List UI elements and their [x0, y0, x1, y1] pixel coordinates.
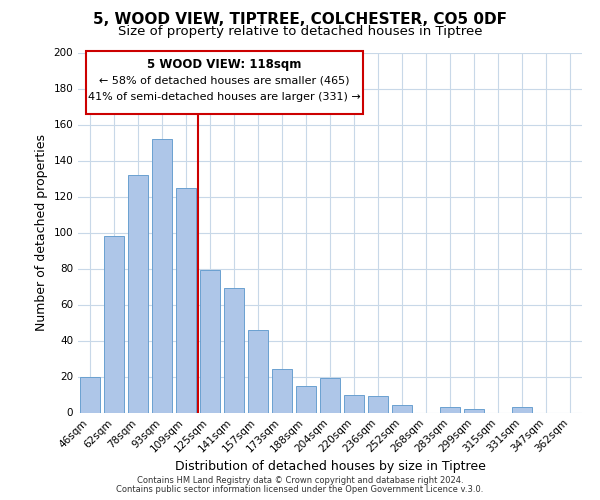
Bar [152, 139, 172, 412]
Bar [176, 188, 196, 412]
Text: Contains HM Land Registry data © Crown copyright and database right 2024.: Contains HM Land Registry data © Crown c… [137, 476, 463, 485]
Bar [80, 376, 100, 412]
Bar [200, 270, 220, 412]
Bar [464, 409, 484, 412]
Bar [320, 378, 340, 412]
Text: 41% of semi-detached houses are larger (331) →: 41% of semi-detached houses are larger (… [88, 92, 361, 102]
Bar [104, 236, 124, 412]
Bar [344, 394, 364, 412]
Bar [368, 396, 388, 412]
Y-axis label: Number of detached properties: Number of detached properties [35, 134, 48, 331]
Text: Size of property relative to detached houses in Tiptree: Size of property relative to detached ho… [118, 25, 482, 38]
Bar [512, 407, 532, 412]
Bar [128, 175, 148, 412]
Bar [272, 370, 292, 412]
Text: Contains public sector information licensed under the Open Government Licence v.: Contains public sector information licen… [116, 485, 484, 494]
Text: 5 WOOD VIEW: 118sqm: 5 WOOD VIEW: 118sqm [147, 58, 301, 71]
Bar [440, 407, 460, 412]
Text: ← 58% of detached houses are smaller (465): ← 58% of detached houses are smaller (46… [99, 76, 349, 86]
X-axis label: Distribution of detached houses by size in Tiptree: Distribution of detached houses by size … [175, 460, 485, 473]
Bar [224, 288, 244, 412]
Bar [248, 330, 268, 412]
Text: 5, WOOD VIEW, TIPTREE, COLCHESTER, CO5 0DF: 5, WOOD VIEW, TIPTREE, COLCHESTER, CO5 0… [93, 12, 507, 28]
FancyBboxPatch shape [86, 50, 363, 114]
Bar [296, 386, 316, 412]
Bar [392, 406, 412, 412]
